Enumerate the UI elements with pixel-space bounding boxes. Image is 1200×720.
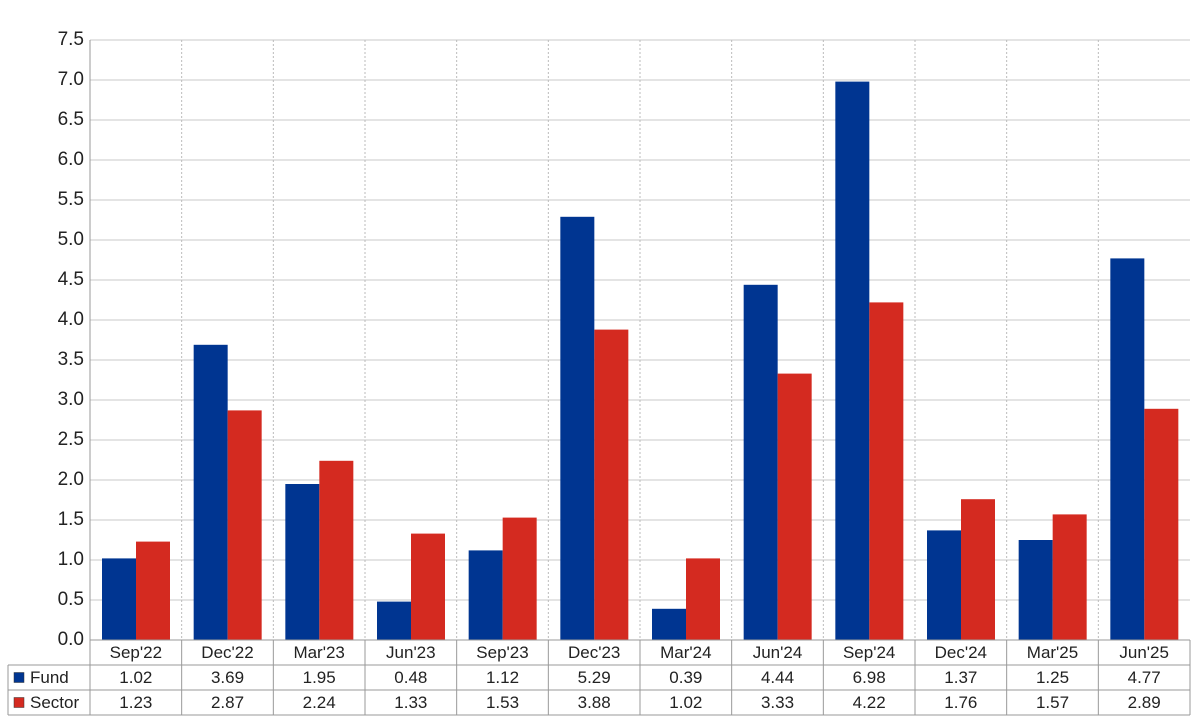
y-tick-label: 5.5 xyxy=(58,189,84,210)
table-value: 1.76 xyxy=(944,693,977,712)
bar xyxy=(227,410,262,640)
table-value: 1.12 xyxy=(486,668,519,687)
y-tick-label: 0.5 xyxy=(58,589,84,610)
bar xyxy=(1018,540,1053,640)
bar xyxy=(319,460,354,640)
bar xyxy=(468,550,503,640)
table-value: 1.02 xyxy=(119,668,152,687)
bar xyxy=(193,344,228,640)
table-value: 0.48 xyxy=(394,668,427,687)
y-tick-label: 6.5 xyxy=(58,109,84,130)
bar xyxy=(1144,408,1179,640)
table-value: 3.88 xyxy=(578,693,611,712)
table-value: 1.57 xyxy=(1036,693,1069,712)
bar xyxy=(1052,514,1087,640)
table-value: 4.44 xyxy=(761,668,794,687)
x-tick-label: Mar'23 xyxy=(293,643,344,662)
table-value: 2.89 xyxy=(1128,693,1161,712)
table-value: 1.02 xyxy=(669,693,702,712)
bar xyxy=(1110,258,1145,640)
legend-swatch xyxy=(13,672,25,683)
bar xyxy=(835,81,870,641)
y-tick-label: 3.5 xyxy=(58,349,84,370)
x-tick-label: Dec'22 xyxy=(201,643,253,662)
bar xyxy=(686,558,720,640)
legend-swatch xyxy=(13,697,25,708)
bar xyxy=(594,329,629,640)
x-tick-label: Dec'24 xyxy=(935,643,987,662)
bar xyxy=(652,608,686,640)
bar xyxy=(961,499,995,640)
x-tick-label: Sep'23 xyxy=(476,643,528,662)
x-tick-label: Sep'24 xyxy=(843,643,895,662)
x-tick-label: Jun'23 xyxy=(386,643,436,662)
y-tick-label: 0.0 xyxy=(58,629,84,650)
bar xyxy=(102,558,136,640)
table-value: 1.95 xyxy=(303,668,336,687)
y-tick-label: 2.5 xyxy=(58,429,84,450)
y-tick-label: 6.0 xyxy=(58,149,84,170)
table-value: 6.98 xyxy=(853,668,886,687)
bar xyxy=(777,373,812,640)
x-tick-label: Sep'22 xyxy=(110,643,162,662)
y-tick-label: 7.0 xyxy=(58,69,84,90)
y-tick-label: 3.0 xyxy=(58,389,84,410)
y-tick-label: 4.0 xyxy=(58,309,84,330)
bar xyxy=(136,541,170,640)
table-value: 1.25 xyxy=(1036,668,1069,687)
x-tick-label: Mar'25 xyxy=(1027,643,1078,662)
table-value: 4.22 xyxy=(853,693,886,712)
y-tick-label: 2.0 xyxy=(58,469,84,490)
legend-label: Sector xyxy=(30,693,79,712)
x-tick-label: Jun'25 xyxy=(1119,643,1169,662)
x-tick-label: Mar'24 xyxy=(660,643,711,662)
bar xyxy=(560,216,595,641)
table-value: 5.29 xyxy=(578,668,611,687)
bar xyxy=(411,533,445,640)
bar xyxy=(927,530,961,640)
x-tick-label: Dec'23 xyxy=(568,643,620,662)
table-value: 1.53 xyxy=(486,693,519,712)
bar xyxy=(377,601,411,640)
table-value: 2.24 xyxy=(303,693,336,712)
bar xyxy=(502,517,537,640)
legend-label: Fund xyxy=(30,668,69,687)
x-tick-label: Jun'24 xyxy=(753,643,803,662)
table-value: 3.69 xyxy=(211,668,244,687)
table-value: 1.23 xyxy=(119,693,152,712)
bar xyxy=(743,284,778,640)
table-value: 3.33 xyxy=(761,693,794,712)
table-value: 2.87 xyxy=(211,693,244,712)
y-tick-label: 5.0 xyxy=(58,229,84,250)
table-value: 1.37 xyxy=(944,668,977,687)
table-value: 4.77 xyxy=(1128,668,1161,687)
y-tick-label: 1.5 xyxy=(58,509,84,530)
y-tick-label: 7.5 xyxy=(58,29,84,50)
y-tick-label: 4.5 xyxy=(58,269,84,290)
bar xyxy=(285,484,320,640)
table-value: 0.39 xyxy=(669,668,702,687)
bar xyxy=(869,302,904,640)
table-value: 1.33 xyxy=(394,693,427,712)
y-tick-label: 1.0 xyxy=(58,549,84,570)
